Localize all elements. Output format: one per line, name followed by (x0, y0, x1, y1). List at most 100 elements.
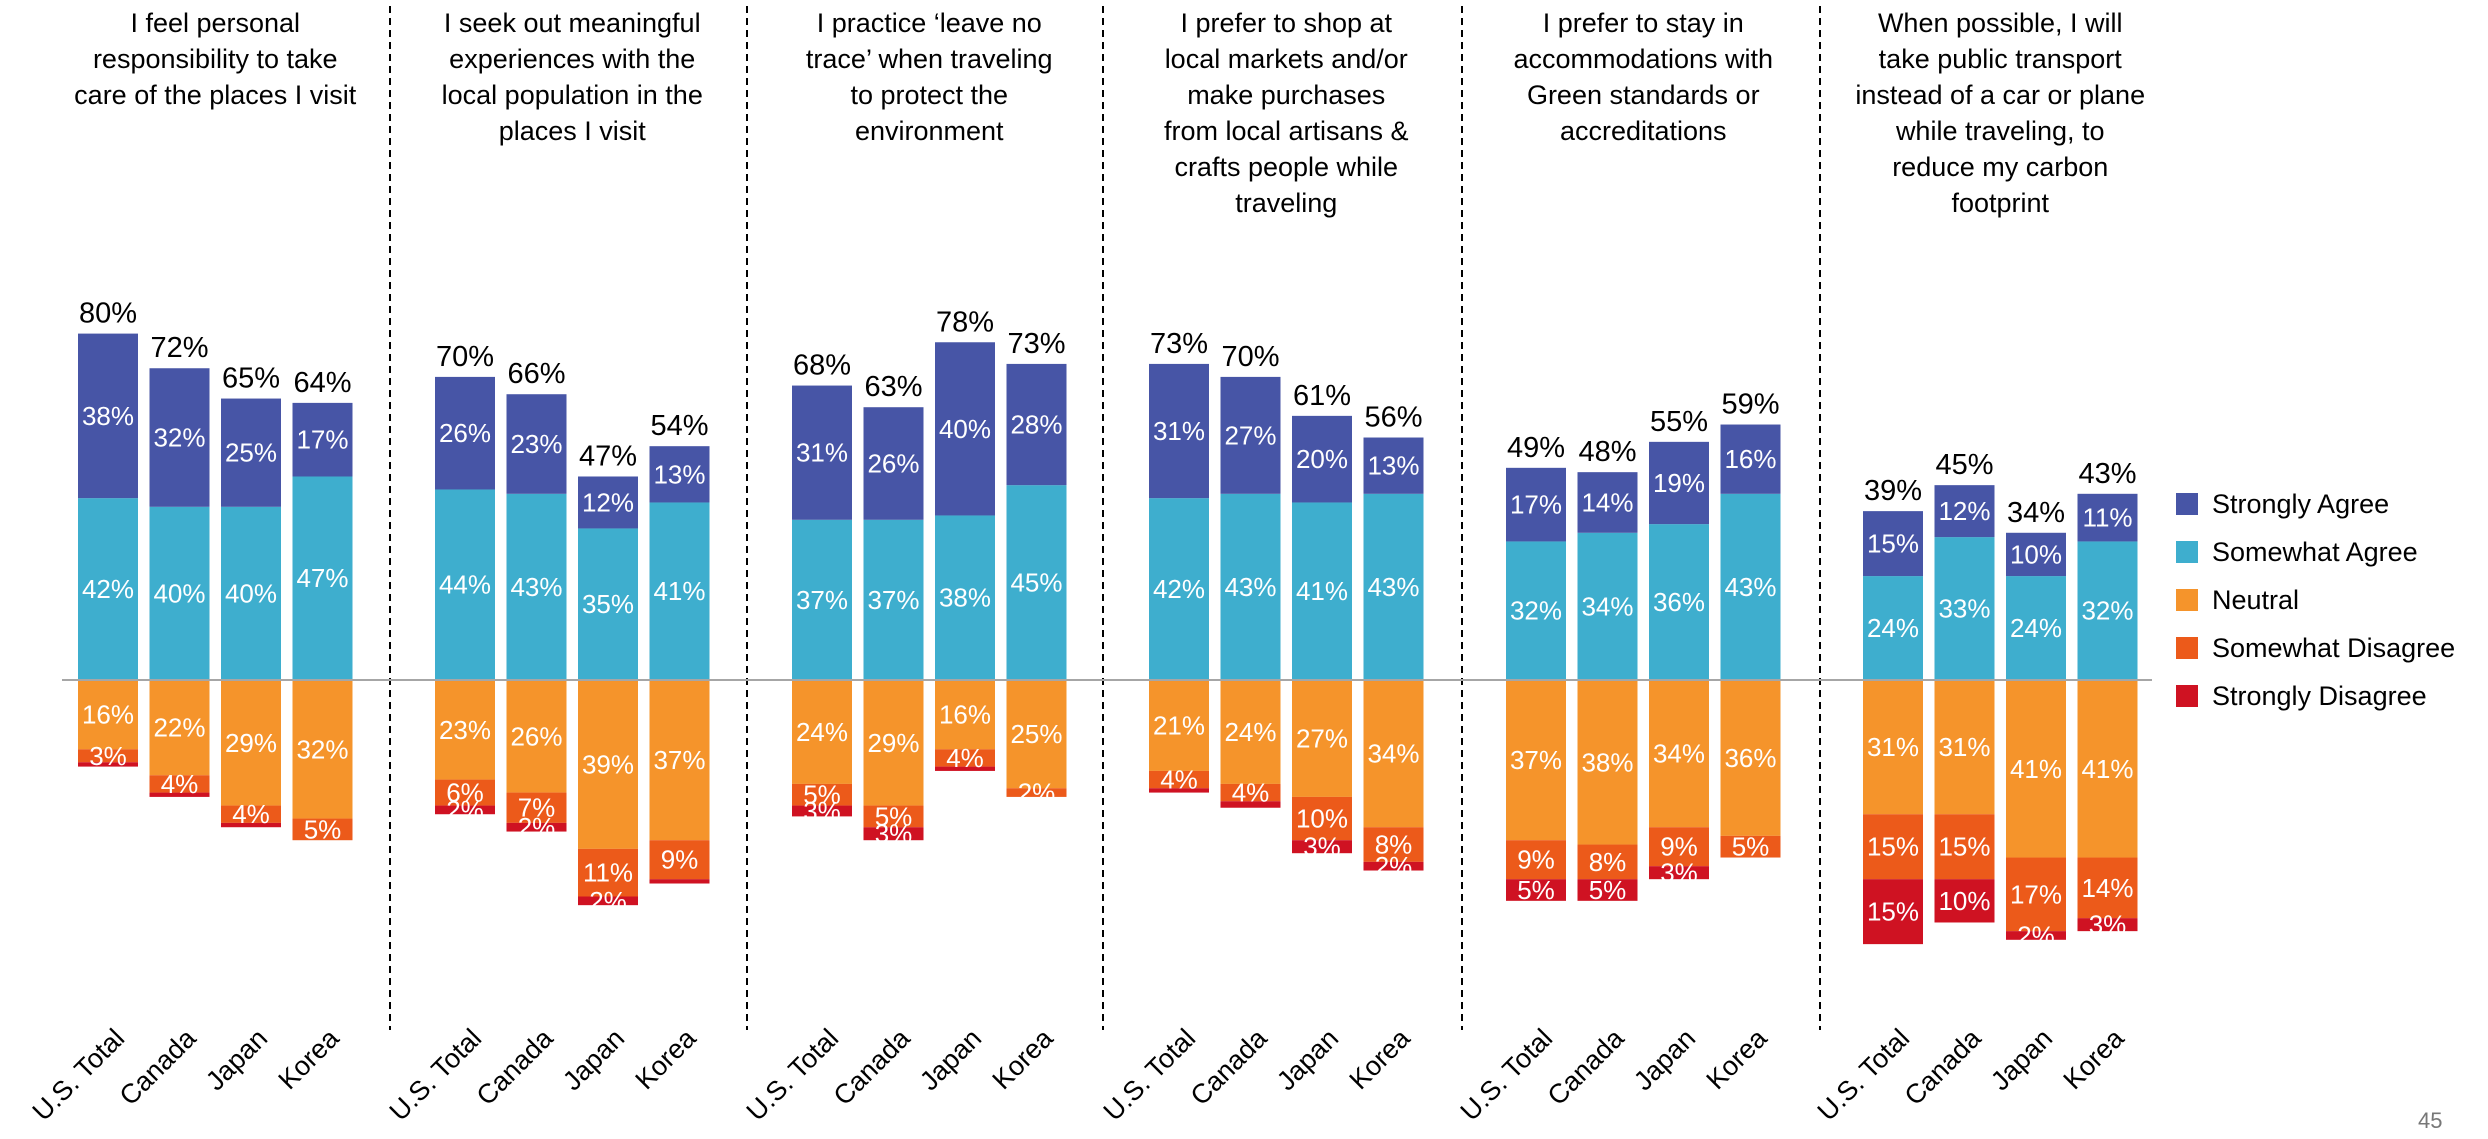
category-label: Korea (2058, 1022, 2131, 1095)
bar-segment-neutral (435, 680, 495, 780)
data-label-total: 56% (1364, 402, 1422, 434)
data-label-neutral: 22% (153, 713, 205, 743)
data-label-total: 45% (1935, 449, 1993, 481)
bar-segment-neutral (2077, 680, 2138, 858)
panel-title: I prefer to shop at local markets and/or m… (1164, 8, 1409, 218)
bar-segment-strongly-agree (1006, 363, 1067, 486)
data-label-neutral: 41% (2081, 754, 2133, 784)
bar-segment-somewhat-disagree (935, 749, 995, 767)
data-label-somewhat-agree: 45% (1010, 568, 1062, 598)
legend-label: Strongly Disagree (2212, 680, 2427, 711)
legend-item-strongly-disagree: Strongly Disagree (2176, 672, 2476, 720)
bar-segment-strongly-disagree (1577, 879, 1638, 901)
bar-segment-somewhat-disagree (2077, 857, 2138, 919)
data-label-total: 72% (150, 332, 208, 364)
data-label-strongly-agree: 38% (82, 401, 134, 431)
bar-segment-somewhat-disagree (1577, 844, 1638, 880)
bar-segment-somewhat-disagree (1006, 788, 1067, 797)
bar-segment-somewhat-agree (1149, 498, 1209, 680)
panel-title-line: Green standards or (1527, 80, 1760, 110)
bar-segment-neutral (149, 680, 210, 776)
data-label-neutral: 39% (582, 749, 634, 779)
data-label-neutral: 16% (82, 700, 134, 730)
bar-segment-neutral (1720, 680, 1781, 836)
data-label-strongly-agree: 26% (867, 449, 919, 479)
data-label-neutral: 31% (1867, 732, 1919, 762)
data-label-somewhat-disagree: 4% (1232, 778, 1270, 808)
panel-title-line: local population in the (442, 80, 703, 110)
data-label-strongly-disagree: 5% (1517, 875, 1555, 905)
bar-segment-strongly-agree (292, 402, 353, 477)
panel-title-line: When possible, I will (1878, 8, 2123, 38)
data-label-strongly-agree: 23% (510, 429, 562, 459)
data-label-total: 66% (507, 358, 565, 390)
data-label-strongly-disagree: 2% (1375, 851, 1413, 881)
data-label-strongly-agree: 14% (1581, 487, 1633, 517)
data-label-somewhat-agree: 37% (796, 585, 848, 615)
panel-title-line: care of the places I visit (74, 80, 357, 110)
bar-segment-somewhat-agree (149, 506, 210, 680)
data-label-strongly-disagree: 3% (1660, 858, 1698, 888)
data-label-strongly-agree: 17% (1510, 490, 1562, 520)
panel-title-line: I seek out meaningful (444, 8, 701, 38)
data-label-strongly-agree: 10% (2010, 539, 2062, 569)
panel-title-line: I prefer to shop at (1180, 8, 1392, 38)
panel-title-line: local markets and/or (1165, 44, 1408, 74)
data-label-neutral: 38% (1581, 747, 1633, 777)
panel-title-line: accreditations (1560, 116, 1727, 146)
bar-segment-neutral (1506, 680, 1566, 841)
category-label: Japan (557, 1023, 630, 1096)
bar-segment-somewhat-agree (935, 515, 995, 680)
bar-segment-strongly-agree (1220, 376, 1281, 494)
bar-segment-strongly-disagree (792, 805, 852, 817)
data-label-somewhat-agree: 44% (439, 570, 491, 600)
category-label: Japan (1271, 1023, 1344, 1096)
data-label-somewhat-agree: 42% (1153, 574, 1205, 604)
bar-segment-somewhat-disagree (292, 818, 353, 841)
legend-item-somewhat-disagree: Somewhat Disagree (2176, 624, 2476, 672)
data-label-neutral: 16% (939, 700, 991, 730)
data-label-neutral: 34% (1367, 739, 1419, 769)
data-label-strongly-agree: 11% (2082, 503, 2132, 533)
bar-segment-neutral (78, 680, 138, 750)
bar-segment-strongly-agree (506, 394, 567, 494)
bar-segment-strongly-disagree (2077, 918, 2138, 932)
panel-title-line: take public transport (1879, 44, 2123, 74)
data-label-somewhat-disagree: 4% (232, 799, 270, 829)
data-label-somewhat-disagree: 4% (946, 743, 984, 773)
bar-segment-somewhat-agree (792, 519, 852, 680)
legend-item-strongly-agree: Strongly Agree (2176, 480, 2476, 528)
data-label-strongly-agree: 25% (225, 438, 277, 468)
data-label-total: 59% (1721, 389, 1779, 421)
bar-segment-somewhat-agree (292, 476, 353, 680)
data-label-strongly-agree: 16% (1724, 444, 1776, 474)
bar-segment-neutral (292, 680, 353, 819)
data-label-somewhat-agree: 43% (1724, 572, 1776, 602)
bar-segment-neutral (1220, 680, 1281, 784)
data-label-neutral: 29% (225, 728, 277, 758)
category-label: U.S. Total (27, 1023, 131, 1127)
panel-title-line: while traveling, to (1895, 116, 2105, 146)
bar-segment-somewhat-disagree (649, 840, 710, 880)
bar-segment-strongly-disagree (506, 822, 567, 832)
category-label: Canada (828, 1022, 917, 1111)
bar-segment-somewhat-disagree (435, 779, 495, 806)
bar-segment-somewhat-agree (649, 502, 710, 680)
legend-label: Somewhat Agree (2212, 536, 2418, 567)
bar-segment-strongly-agree (1720, 424, 1781, 494)
panel-title-line: footprint (1951, 188, 2049, 218)
bar-segment-neutral (1363, 680, 1424, 828)
data-label-neutral: 37% (653, 745, 705, 775)
category-label: U.S. Total (1812, 1023, 1916, 1127)
data-label-strongly-agree: 15% (1867, 529, 1919, 559)
data-label-neutral: 25% (1010, 719, 1062, 749)
bar-segment-strongly-disagree (221, 822, 281, 828)
data-label-neutral: 27% (1296, 723, 1348, 753)
data-label-total: 65% (222, 363, 280, 395)
data-label-total: 54% (650, 410, 708, 442)
bar-segment-somewhat-disagree (2006, 857, 2066, 932)
data-label-strongly-disagree: 15% (1867, 897, 1919, 927)
data-label-strongly-disagree: 3% (1303, 832, 1341, 862)
legend-label: Somewhat Disagree (2212, 632, 2456, 663)
bar-segment-somewhat-agree (435, 489, 495, 680)
